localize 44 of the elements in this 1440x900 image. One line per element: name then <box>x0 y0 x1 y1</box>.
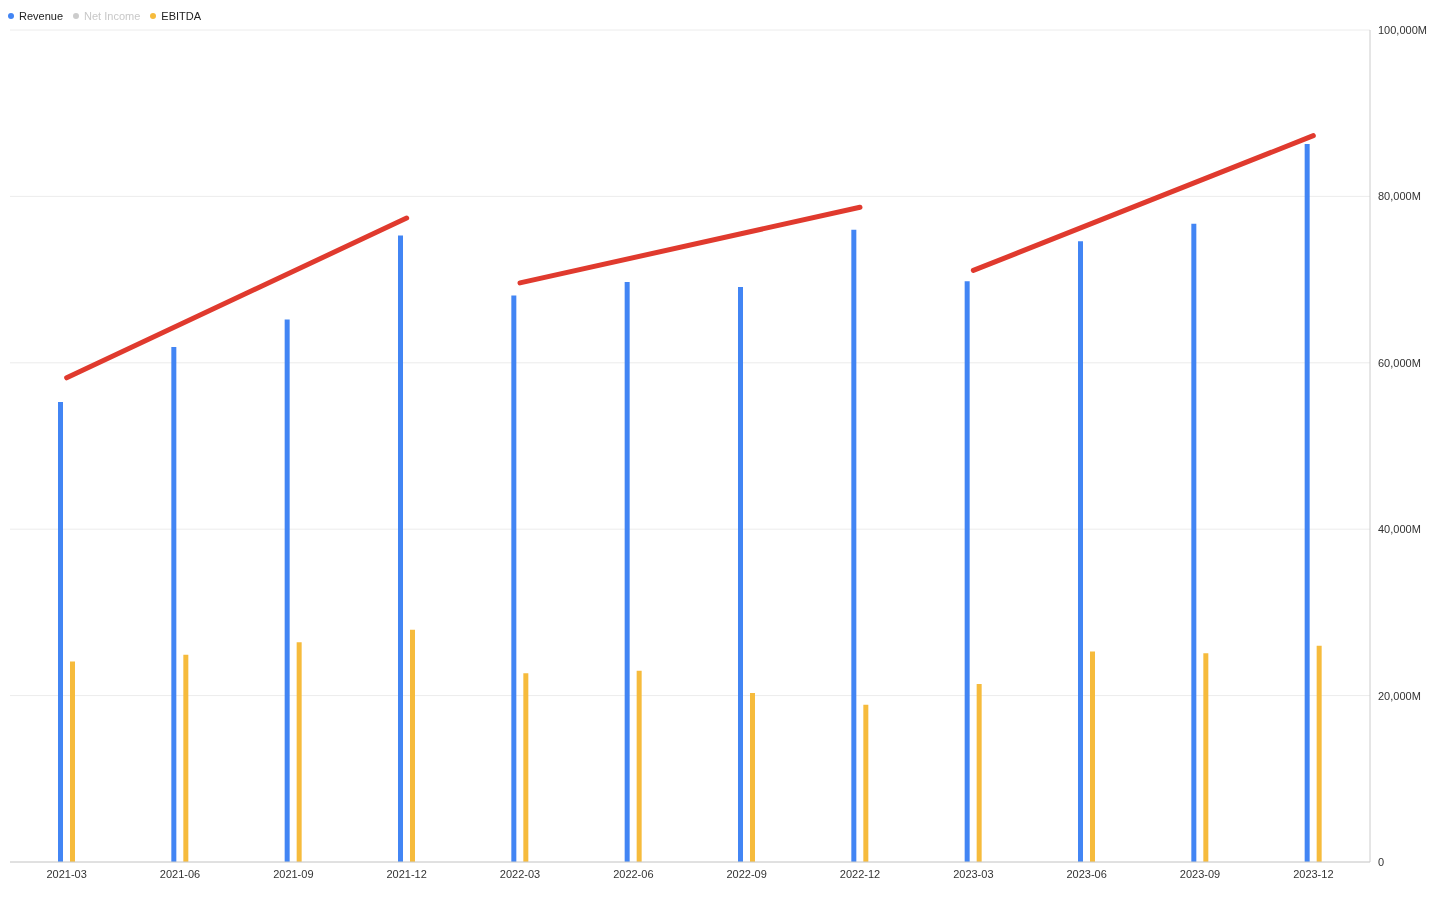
bar <box>1203 653 1209 862</box>
bar <box>750 693 755 862</box>
bar <box>523 673 529 862</box>
x-tick-label: 2022-12 <box>839 867 881 880</box>
x-tick-label: 2023-03 <box>953 867 994 880</box>
bar <box>1316 645 1322 862</box>
bar <box>183 654 189 862</box>
bar <box>511 295 517 862</box>
bar <box>70 661 75 862</box>
bar <box>1078 241 1083 862</box>
bar <box>1191 223 1197 862</box>
bar <box>284 319 290 862</box>
y-tick-label: 60,000M <box>1378 356 1421 369</box>
bar <box>976 683 982 862</box>
x-tick-label: 2022-06 <box>613 867 654 880</box>
bar <box>863 704 869 862</box>
y-tick-label: 80,000M <box>1378 190 1421 203</box>
x-tick-label: 2022-09 <box>726 867 767 880</box>
x-tick-label: 2021-06 <box>159 867 201 880</box>
bar <box>738 287 743 862</box>
y-tick-label: 20,000M <box>1378 689 1421 702</box>
bar <box>171 346 177 862</box>
legend-label: Revenue <box>18 10 64 22</box>
x-tick-label: 2023-06 <box>1066 867 1107 880</box>
bar <box>296 642 302 862</box>
y-tick-label: 0 <box>1378 855 1385 868</box>
x-tick-label: 2021-03 <box>46 867 87 880</box>
x-tick-label: 2022-03 <box>499 867 541 880</box>
bar <box>851 229 857 862</box>
y-tick-label: 40,000M <box>1378 523 1421 536</box>
bar <box>964 281 970 862</box>
bar <box>1090 651 1095 862</box>
x-tick-label: 2023-09 <box>1179 867 1221 880</box>
legend-label: EBITDA <box>160 10 202 22</box>
bar <box>58 401 63 862</box>
bar <box>1304 143 1310 862</box>
x-tick-label: 2023-12 <box>1293 867 1334 880</box>
x-tick-label: 2021-12 <box>386 867 427 880</box>
bar <box>624 282 630 862</box>
bar <box>398 235 403 862</box>
y-tick-label: 100,000M <box>1378 23 1427 36</box>
x-tick-label: 2021-09 <box>273 867 314 880</box>
bar <box>410 629 415 862</box>
bar <box>636 670 642 862</box>
